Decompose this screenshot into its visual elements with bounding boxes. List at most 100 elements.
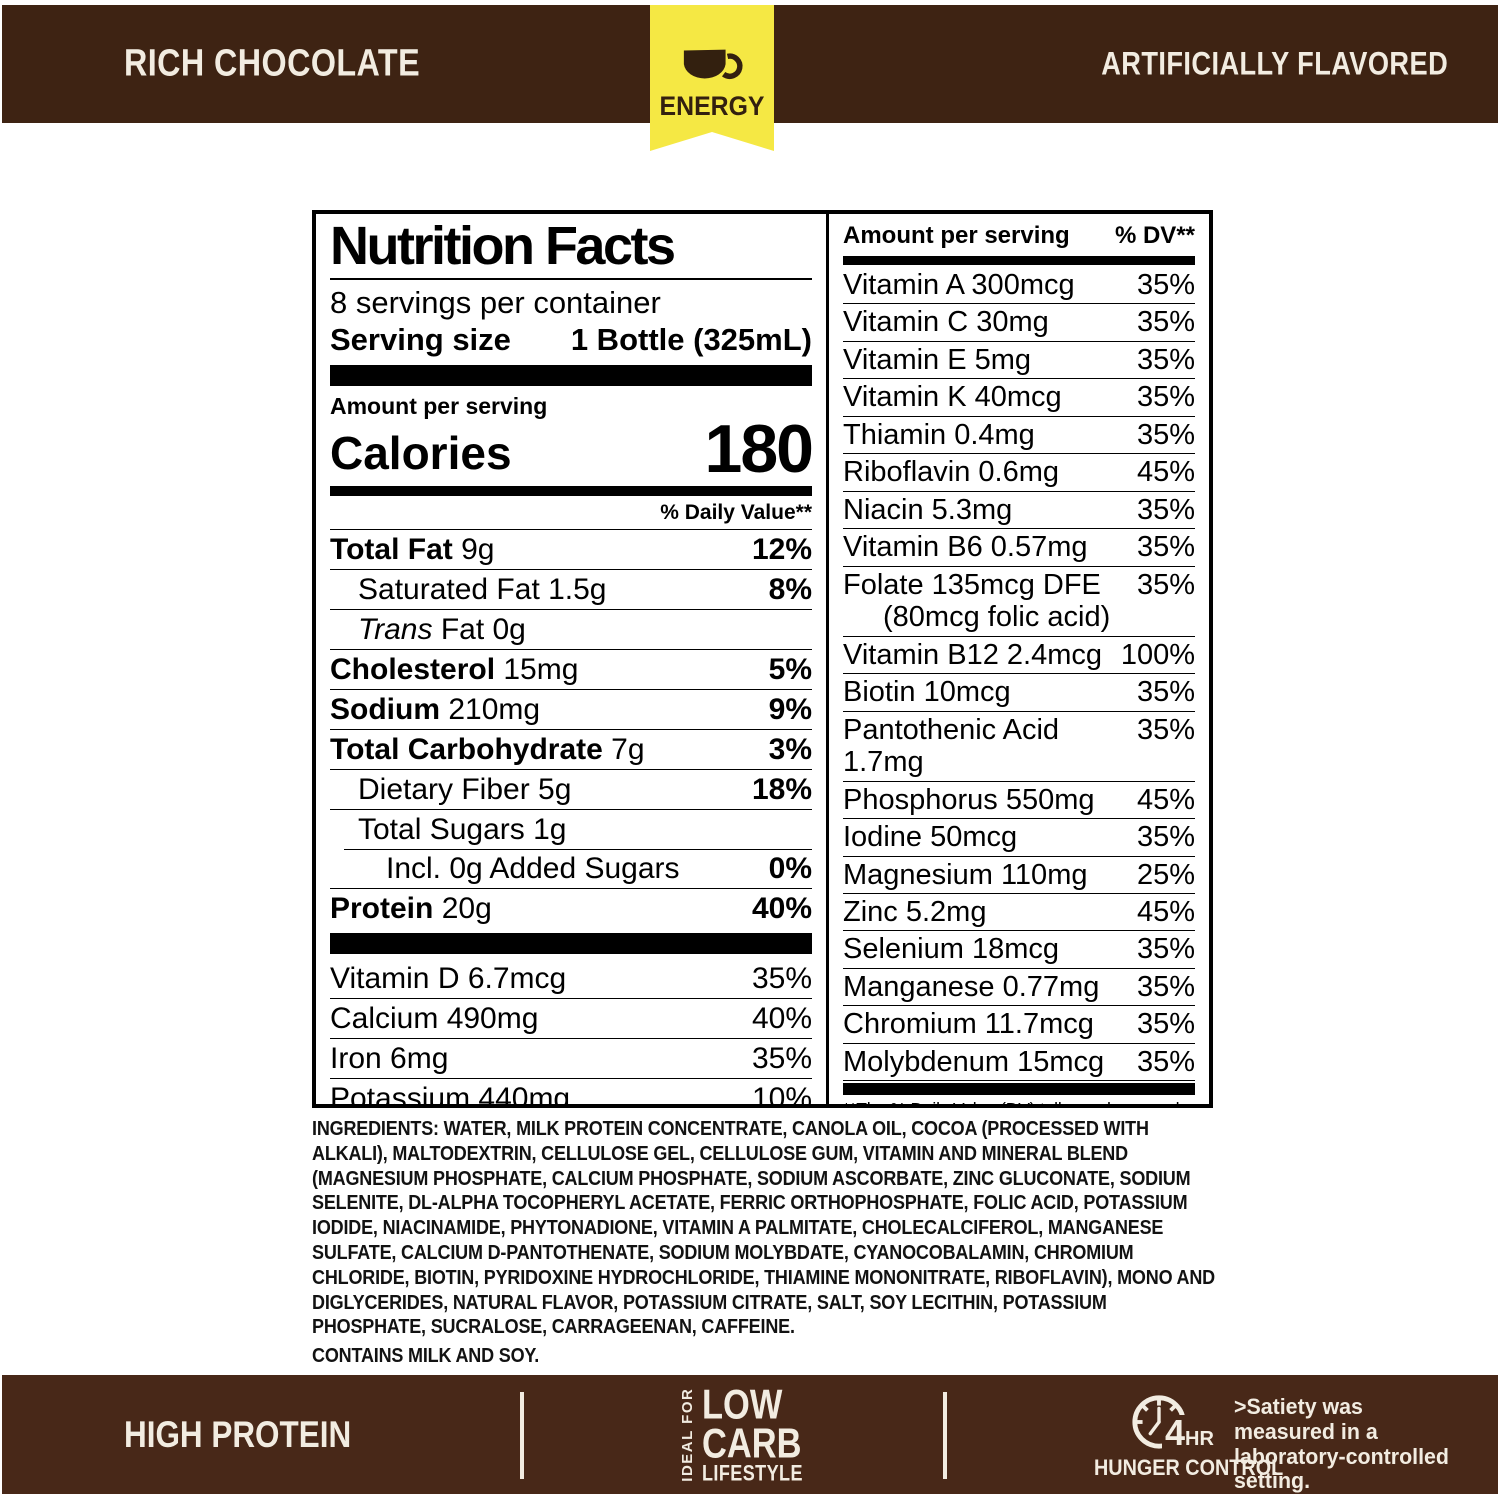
vitamin-row-iron: Iron 6mg 35% (330, 1039, 812, 1079)
micronutrient-label: Zinc 5.2mg (843, 895, 987, 928)
micronutrient-dv: 35% (1136, 676, 1195, 709)
nutrient-label: Sodium 210mg (330, 693, 540, 726)
vitamin-label: Vitamin D 6.7mcg (330, 961, 567, 995)
folate-line1: Folate 135mcg DFE (843, 568, 1101, 601)
low-label: LOW (702, 1380, 783, 1428)
hour-value: 4 (1165, 1412, 1186, 1453)
divider-bar (330, 485, 812, 496)
micronutrient-label: Vitamin B6 0.57mg (843, 531, 1088, 564)
micronutrient-row: Selenium 18mcg 35% (843, 931, 1195, 969)
divider-bar (330, 932, 812, 954)
micronutrient-dv: 45% (1136, 783, 1195, 816)
micronutrient-row: Vitamin C 30mg 35% (843, 304, 1195, 342)
dv-header: % DV** (1114, 222, 1195, 249)
micronutrient-label: Vitamin E 5mg (843, 343, 1032, 376)
nutrient-dv: 8% (768, 572, 812, 606)
low-carb-claim: IDEAL FOR LOW CARB LIFESTYLE (679, 1380, 825, 1486)
micronutrient-label: Riboflavin 0.6mg (843, 456, 1059, 489)
nutrient-name: Cholesterol (330, 652, 496, 686)
carb-label: CARB (702, 1420, 802, 1468)
hunger-control-claim: 4 HR HUNGER CONTROL (1094, 1393, 1283, 1483)
micronutrient-dv: 35% (1136, 970, 1195, 1003)
micronutrient-label: Manganese 0.77mg (843, 970, 1100, 1003)
micronutrient-dv: 35% (1136, 1045, 1195, 1078)
hunger-control-label: HUNGER CONTROL (1094, 1455, 1284, 1480)
vitamin-label: Calcium 490mg (330, 1001, 539, 1035)
micronutrient-dv: 100% (1120, 638, 1195, 671)
ingredients-text: INGREDIENTS: WATER, MILK PROTEIN CONCENT… (312, 1118, 1216, 1339)
vitamin-label: Potassium 440mg (330, 1081, 571, 1108)
micronutrient-row: Vitamin A 300mcg 35% (843, 267, 1195, 305)
nutrient-row-added-sugars: Incl. 0g Added Sugars 0% (330, 848, 812, 889)
nutrition-facts-panel: Nutrition Facts 8 servings per container… (312, 210, 1213, 1108)
footer-divider (520, 1392, 524, 1479)
micronutrient-row: Vitamin B12 2.4mcg 100% (843, 637, 1195, 675)
vitamin-label: Iron 6mg (330, 1041, 449, 1075)
micronutrient-dv: 45% (1136, 895, 1195, 928)
nutrient-row-total-carbohydrate: Total Carbohydrate 7g 3% (330, 730, 812, 770)
allergen-statement: CONTAINS MILK AND SOY. (312, 1345, 540, 1368)
four-hour-label: 4 HR (1162, 1415, 1214, 1451)
nutrient-label: Saturated Fat 1.5g (358, 572, 607, 606)
nutrient-dv: 12% (751, 532, 812, 566)
daily-value-footnote: **The % Daily Value (DV) tells you how m… (843, 1099, 1195, 1104)
nutrition-right-column: Amount per serving % DV** Vitamin A 300m… (829, 214, 1209, 1104)
vitamin-dv: 10% (751, 1081, 812, 1108)
nutrient-dv: 5% (768, 652, 812, 686)
nutrition-left-column: Nutrition Facts 8 servings per container… (316, 214, 829, 1104)
vitamin-dv: 40% (751, 1001, 812, 1035)
coffee-cup-icon (683, 49, 743, 79)
nutrition-facts-title: Nutrition Facts (330, 218, 812, 280)
micronutrient-dv: 35% (1136, 269, 1195, 301)
flavor-name: RICH CHOCOLATE (124, 42, 421, 85)
nutrient-label: Incl. 0g Added Sugars (386, 851, 680, 885)
micronutrient-dv: 35% (1136, 418, 1195, 451)
micronutrient-dv: 35% (1136, 568, 1195, 601)
micronutrient-label: Pantothenic Acid 1.7mg (843, 713, 1060, 779)
micronutrient-label: Molybdenum 15mcg (843, 1045, 1105, 1078)
ingredients-section: INGREDIENTS: WATER, MILK PROTEIN CONCENT… (312, 1117, 1216, 1369)
nutrient-label: Total Sugars 1g (358, 812, 567, 846)
nutrient-name: Total Carbohydrate (330, 732, 603, 766)
nutrient-row-saturated-fat: Saturated Fat 1.5g 8% (330, 570, 812, 610)
nutrient-label: Dietary Fiber 5g (358, 772, 572, 806)
calories-row: Calories 180 (330, 415, 814, 483)
serving-size-label: Serving size (330, 321, 511, 357)
micronutrient-label: Iodine 50mcg (843, 821, 1018, 854)
vitamin-dv: 35% (751, 1041, 812, 1075)
nutrient-name: Protein (330, 891, 434, 925)
micronutrient-row-folate: Folate 135mcg DFE (80mcg folic acid) 35% (843, 567, 1195, 637)
low-carb-stack: LOW CARB LIFESTYLE (702, 1380, 825, 1486)
micronutrient-dv: 35% (1136, 306, 1195, 339)
micronutrient-row: Thiamin 0.4mg 35% (843, 417, 1195, 455)
micronutrient-row: Molybdenum 15mcg 35% (843, 1044, 1195, 1082)
micronutrient-dv: 35% (1136, 933, 1195, 966)
micronutrient-dv: 35% (1136, 1008, 1195, 1041)
energy-ribbon: ENERGY (650, 5, 774, 151)
energy-label: ENERGY (659, 91, 765, 121)
micronutrient-label: Chromium 11.7mcg (843, 1008, 1094, 1041)
micronutrient-label: Magnesium 110mg (843, 858, 1088, 891)
micronutrient-label: Folate 135mcg DFE (80mcg folic acid) (843, 569, 1110, 634)
nutrient-dv: 18% (751, 772, 812, 806)
serving-size-row: Serving size 1 Bottle (325mL) (330, 321, 812, 358)
micronutrient-label: Selenium 18mcg (843, 933, 1059, 966)
nutrient-amount: 9g (461, 532, 495, 566)
bottom-banner: HIGH PROTEIN IDEAL FOR LOW CARB LIFESTYL… (2, 1375, 1498, 1494)
lifestyle-label: LIFESTYLE (702, 1460, 803, 1486)
nutrient-dv: 3% (768, 732, 812, 766)
nutrient-name: Sodium (330, 692, 440, 726)
nutrient-amount: 20g (441, 891, 492, 925)
nutrient-row-total-fat: Total Fat 9g 12% (330, 530, 812, 570)
micronutrient-row: Niacin 5.3mg 35% (843, 492, 1195, 530)
divider-bar (843, 1083, 1195, 1096)
nutrient-name: Total Fat (330, 532, 453, 566)
nutrient-label: Cholesterol 15mg (330, 653, 578, 686)
micronutrient-row: Vitamin E 5mg 35% (843, 342, 1195, 380)
divider-bar (330, 365, 812, 387)
nutrient-label: Total Fat 9g (330, 533, 495, 566)
nutrient-amount: 7g (611, 732, 645, 766)
nutrient-amount: Fat 0g (440, 612, 526, 646)
vitamin-row-d: Vitamin D 6.7mcg 35% (330, 959, 812, 999)
